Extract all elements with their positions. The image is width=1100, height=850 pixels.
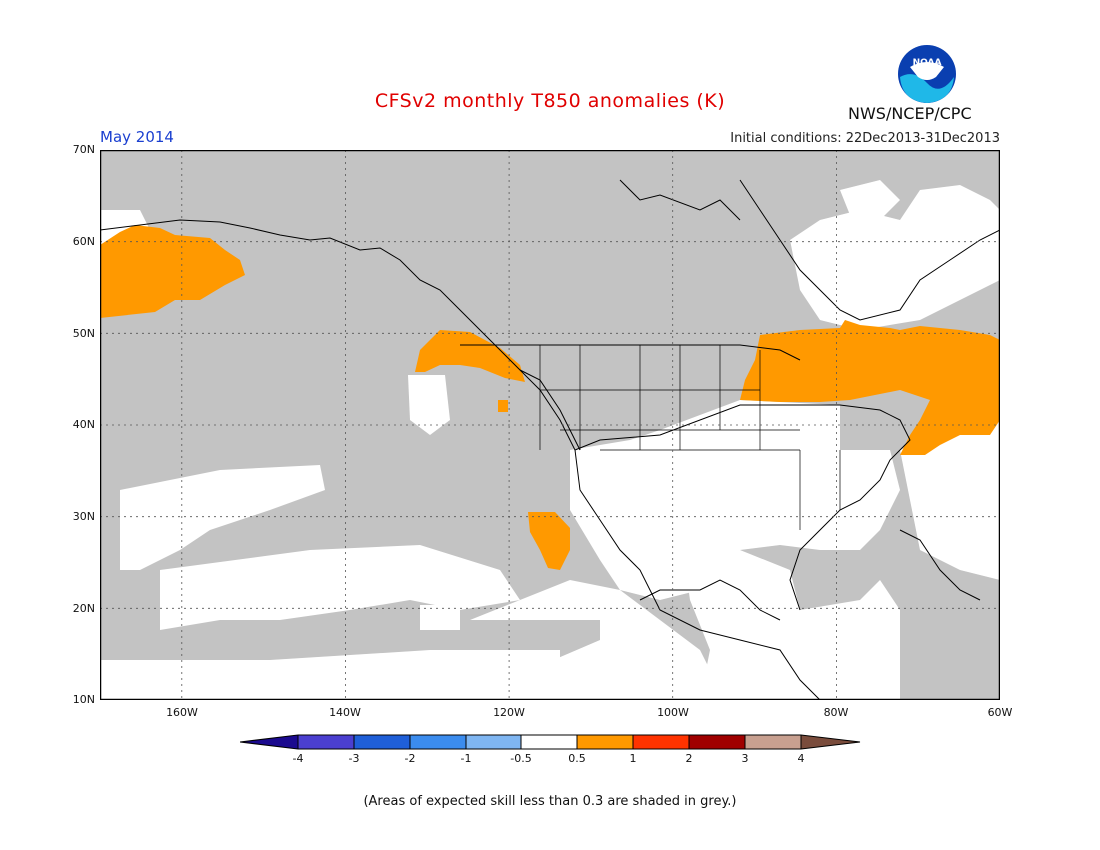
map-frame [99,149,1001,701]
anomaly-map [99,149,1001,704]
colorbar-label: 2 [685,752,693,765]
lat-label: 70N [72,143,95,156]
colorbar-label: 1 [629,752,637,765]
state-borders [539,345,841,530]
colorbar-label: -4 [292,752,304,765]
colorbar-label: 3 [741,752,749,765]
chart-title: CFSv2 monthly T850 anomalies (K) [374,90,726,112]
colorbar-label: -3 [348,752,360,765]
noaa-logo: NOAA [896,43,958,109]
lon-label: 80W [823,706,849,719]
lat-label: 20N [72,602,95,615]
color-scale-bar [239,734,862,754]
near-normal-regions [100,180,1000,700]
lat-label: 60N [72,235,95,248]
warm-anomaly-regions [100,225,1000,570]
agency-label: NWS/NCEP/CPC [848,104,972,123]
skill-footnote: (Areas of expected skill less than 0.3 a… [363,794,737,809]
lon-label: 100W [657,706,689,719]
colorbar-label: -0.5 [510,752,532,765]
lat-label: 40N [72,418,95,431]
noaa-logo-text: NOAA [913,58,942,68]
colorbar-arrow-high [801,735,860,749]
colorbar-label: -1 [460,752,472,765]
colorbar-label: -2 [404,752,416,765]
lat-label: 30N [72,510,95,523]
colorbar-label: 0.5 [568,752,586,765]
forecast-period: May 2014 [100,128,174,146]
colorbar-arrow-low [240,735,298,749]
lon-label: 120W [493,706,525,719]
lat-label: 50N [72,327,95,340]
lat-label: 10N [72,693,95,706]
lon-label: 160W [166,706,198,719]
colorbar-label: 4 [797,752,805,765]
initial-conditions: Initial conditions: 22Dec2013-31Dec2013 [730,131,1000,146]
lon-label: 140W [329,706,361,719]
graticule [100,150,1000,700]
lon-label: 60W [987,706,1013,719]
